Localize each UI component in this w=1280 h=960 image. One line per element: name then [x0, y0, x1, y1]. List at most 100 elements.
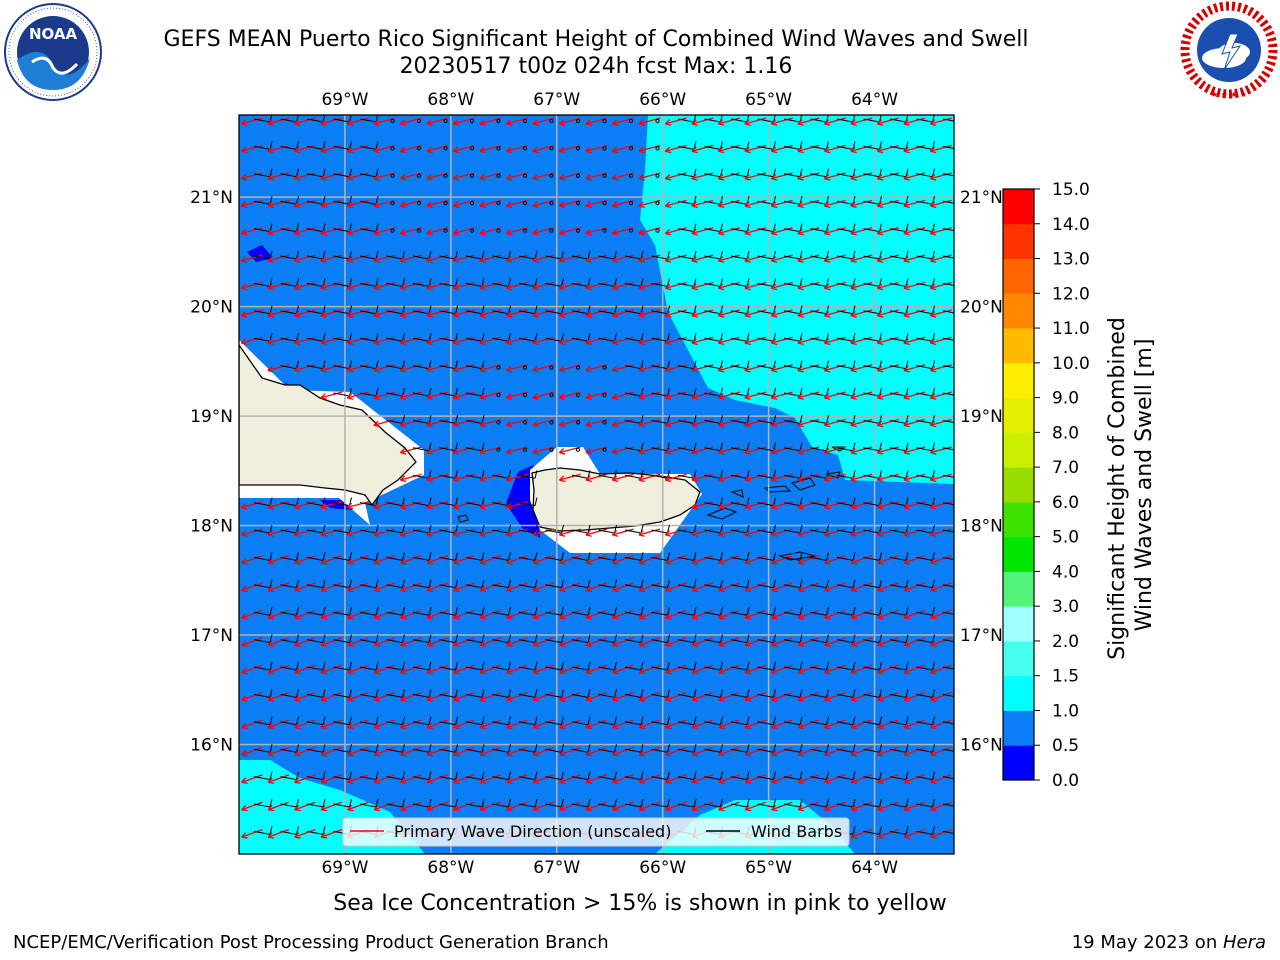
wind-barb: [359, 173, 377, 178]
colorbar-frame: [1002, 188, 1035, 781]
wave-direction-arrow: [665, 528, 687, 536]
wind-barb: [863, 118, 880, 123]
wind-barb: [677, 803, 695, 808]
wind-barb: [545, 639, 562, 644]
wave-direction-arrow: [294, 719, 316, 729]
wave-direction-arrow: [877, 309, 899, 317]
wind-barb-calm: [575, 201, 581, 206]
wind-barb: [783, 392, 801, 397]
wave-direction-arrow: [267, 528, 290, 536]
wind-barb: [836, 474, 854, 479]
wind-barb-calm: [496, 173, 501, 178]
footer-credit: NCEP/EMC/Verification Post Processing Pr…: [13, 932, 609, 953]
wave-direction-arrow: [903, 719, 926, 729]
wind-barb-calm: [655, 201, 660, 206]
wind-barb: [412, 282, 430, 287]
wind-barb: [624, 803, 642, 808]
wave-direction-arrow: [479, 254, 502, 262]
wave-direction-arrow: [744, 746, 767, 756]
wind-barb: [916, 173, 933, 178]
wind-barb: [889, 693, 907, 698]
wave-direction-arrow: [797, 309, 820, 317]
wind-barb: [810, 173, 827, 178]
wind-barb-calm: [602, 146, 607, 151]
wind-barb: [810, 529, 827, 534]
wave-direction-arrow: [267, 746, 290, 756]
wave-direction-arrow: [479, 719, 502, 729]
wave-direction-arrow: [426, 309, 449, 317]
wind-barb: [730, 337, 748, 342]
wind-barb-calm: [522, 420, 528, 425]
wind-barb: [439, 255, 456, 260]
wave-direction-arrow: [559, 418, 581, 426]
wind-barb: [439, 721, 456, 726]
wave-direction-arrow: [559, 227, 581, 235]
wave-direction-arrow: [506, 582, 528, 592]
wind-barb: [783, 639, 801, 644]
wave-direction-arrow: [426, 364, 449, 372]
wave-direction-arrow: [453, 172, 475, 180]
wind-barb: [889, 392, 907, 397]
wind-barb: [253, 803, 271, 808]
wind-barb: [651, 365, 668, 370]
wind-barb-calm: [549, 173, 554, 178]
wave-direction-arrow: [506, 637, 528, 646]
lat-tick-label-right: 16°N: [960, 736, 1003, 756]
wave-direction-arrow: [506, 501, 528, 509]
wind-barb: [942, 118, 954, 122]
wind-barb: [810, 255, 827, 260]
wave-direction-arrow: [691, 609, 714, 619]
wave-direction-arrow: [797, 774, 820, 783]
wind-barb: [783, 693, 801, 698]
wind-barb: [465, 666, 483, 671]
wave-direction-arrow: [877, 446, 899, 454]
wave-direction-arrow: [585, 473, 608, 481]
wind-barb: [836, 693, 854, 698]
wave-direction-arrow: [559, 309, 581, 317]
wave-direction-arrow: [877, 555, 899, 564]
wind-barb: [333, 639, 350, 644]
wave-direction-arrow: [585, 528, 608, 536]
wind-barb-calm: [443, 146, 448, 151]
wind-barb: [253, 639, 271, 644]
wind-barb: [942, 145, 954, 149]
wave-direction-arrow: [877, 418, 899, 426]
wind-barb: [757, 611, 774, 616]
wave-direction-arrow: [479, 664, 502, 674]
wind-barb: [518, 611, 536, 616]
wave-direction-arrow: [400, 582, 422, 592]
wave-direction-arrow: [241, 281, 263, 289]
wave-direction-arrow: [612, 364, 634, 372]
wind-barb: [280, 529, 297, 534]
wave-direction-arrow: [665, 144, 687, 152]
wave-direction-arrow: [267, 364, 290, 372]
wave-direction-arrow: [691, 227, 714, 235]
wave-direction-arrow: [797, 144, 820, 152]
wind-barb: [810, 145, 827, 150]
wave-direction-arrow: [903, 199, 926, 207]
colorbar-segment: [1003, 223, 1034, 260]
wave-direction-arrow: [903, 501, 926, 509]
wind-barb: [545, 529, 562, 534]
wind-barb: [863, 282, 880, 287]
wind-barb: [439, 337, 456, 342]
wave-direction-arrow: [400, 801, 422, 811]
wind-barb: [863, 529, 880, 534]
wave-direction-arrow: [744, 692, 767, 701]
wind-barb: [677, 255, 695, 260]
wave-direction-arrow: [850, 664, 873, 674]
wave-direction-arrow: [347, 719, 369, 729]
wind-barb: [730, 556, 748, 561]
wave-direction-arrow: [824, 199, 846, 207]
wind-barb: [465, 337, 483, 342]
wind-barb: [253, 611, 271, 616]
wave-direction-arrow: [850, 309, 873, 317]
wave-direction-arrow: [453, 391, 475, 399]
wave-direction-arrow: [479, 801, 502, 811]
wave-direction-arrow: [453, 254, 475, 262]
wave-direction-arrow: [241, 801, 263, 811]
wind-barb: [465, 721, 483, 726]
wind-barb: [518, 693, 536, 698]
wind-barb: [518, 337, 536, 342]
colorbar-tick-label: 13.0: [1052, 250, 1090, 270]
